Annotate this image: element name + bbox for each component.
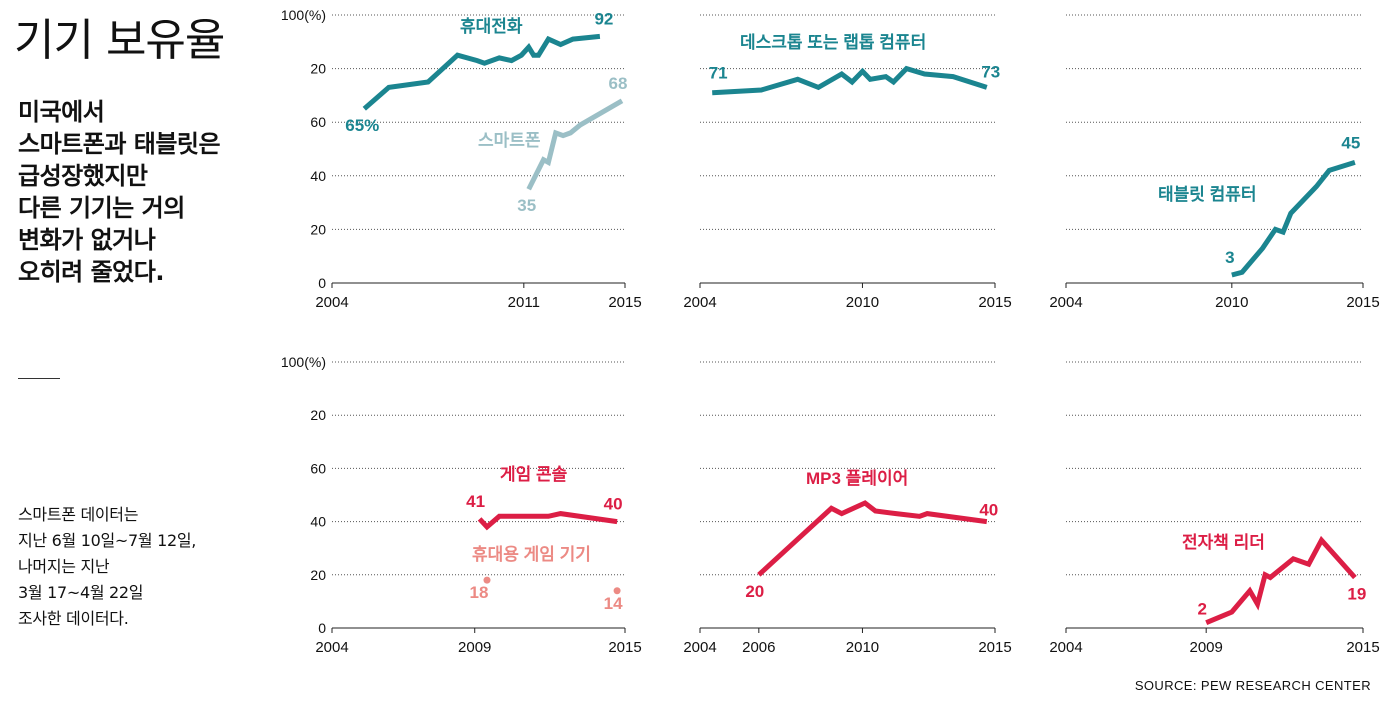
data-point	[613, 587, 621, 595]
start-value-label: 35	[517, 196, 536, 215]
start-value-label: 3	[1225, 248, 1234, 267]
x-tick-label: 2015	[608, 294, 641, 311]
x-tick-label: 2009	[458, 639, 491, 656]
y-tick-label: 20	[310, 221, 326, 237]
x-tick-label: 2010	[846, 294, 879, 311]
subtitle-line: 다른 기기는 거의	[18, 194, 185, 222]
y-tick-label: 20	[310, 567, 326, 583]
x-tick-label: 2015	[608, 639, 641, 656]
series-line	[1205, 535, 1357, 626]
x-tick-label: 2004	[683, 294, 716, 311]
series-line	[712, 65, 988, 96]
x-tick-label: 2015	[1346, 294, 1379, 311]
x-tick-label: 2004	[683, 639, 716, 656]
subtitle-line: 변화가 없거나	[18, 226, 156, 254]
x-tick-label: 2015	[978, 639, 1011, 656]
note-line: 나머지는 지난	[18, 557, 110, 576]
y-tick-label: 100(%)	[281, 7, 326, 23]
x-tick-label: 2015	[978, 294, 1011, 311]
end-value-label: 40	[604, 495, 623, 514]
end-value-label: 45	[1341, 133, 1360, 152]
subtitle-line: 스마트폰과 태블릿은	[18, 130, 221, 158]
series-name-label: 게임 콘솔	[500, 464, 568, 484]
x-tick-label: 2004	[315, 639, 348, 656]
subtitle-line: 오히려 줄었다.	[18, 258, 164, 286]
subtitle: 미국에서 스마트폰과 태블릿은 급성장했지만 다른 기기는 거의 변화가 없거나…	[18, 96, 221, 288]
note-line: 스마트폰 데이터는	[18, 505, 139, 524]
note-line: 조사한 데이터다.	[18, 609, 129, 628]
series-line	[362, 33, 601, 111]
y-tick-label: 60	[310, 460, 326, 476]
page-title: 기기 보유율	[14, 15, 225, 66]
divider	[18, 378, 60, 379]
data-point	[483, 576, 491, 584]
series-name-label: 휴대전화	[460, 16, 523, 36]
series-line	[477, 511, 618, 531]
series-name-label: 데스크톱 또는 랩톱 컴퓨터	[740, 32, 926, 52]
y-tick-label: 60	[310, 114, 326, 130]
source-credit: SOURCE: PEW RESEARCH CENTER	[1134, 678, 1371, 693]
start-value-label: 71	[709, 64, 728, 83]
start-value-label: 18	[470, 583, 489, 602]
end-value-label: 14	[604, 594, 623, 613]
note-line: 3월 17~4월 22일	[18, 583, 144, 602]
series-line	[757, 500, 988, 577]
y-tick-label: 0	[318, 275, 326, 291]
start-value-label: 20	[745, 582, 764, 601]
series-line	[526, 98, 624, 191]
y-tick-label: 100(%)	[281, 354, 326, 370]
start-value-label: 41	[466, 492, 485, 511]
subtitle-line: 미국에서	[18, 98, 105, 126]
end-value-label: 68	[609, 74, 628, 93]
y-tick-label: 20	[310, 407, 326, 423]
end-value-label: 40	[979, 501, 998, 520]
y-tick-label: 20	[310, 61, 326, 77]
end-value-label: 73	[981, 62, 1000, 81]
note-line: 지난 6월 10일~7월 12일,	[18, 531, 197, 550]
y-tick-label: 0	[318, 620, 326, 636]
x-tick-label: 2004	[1049, 639, 1082, 656]
x-tick-label: 2006	[742, 639, 775, 656]
series-name-label: 전자책 리더	[1182, 533, 1265, 552]
x-tick-label: 2015	[1346, 639, 1379, 656]
series-name-label: 휴대용 게임 기기	[472, 544, 591, 564]
end-value-label: 19	[1347, 584, 1366, 603]
series-name-label: MP3 플레이어	[806, 469, 908, 488]
x-tick-label: 2010	[1215, 294, 1248, 311]
series-line	[1231, 160, 1356, 278]
x-tick-label: 2004	[1049, 294, 1082, 311]
start-value-label: 2	[1197, 600, 1206, 619]
end-value-label: 92	[594, 9, 613, 28]
x-tick-label: 2009	[1189, 639, 1222, 656]
x-tick-label: 2011	[508, 294, 540, 311]
y-tick-label: 40	[310, 168, 326, 184]
y-tick-label: 40	[310, 514, 326, 530]
x-tick-label: 2004	[315, 294, 348, 311]
series-name-label: 스마트폰	[478, 131, 541, 150]
subtitle-line: 급성장했지만	[18, 162, 148, 190]
series-name-label: 태블릿 컴퓨터	[1158, 184, 1257, 204]
x-tick-label: 2010	[846, 639, 879, 656]
start-value-label: 65%	[345, 116, 379, 135]
data-note: 스마트폰 데이터는 지난 6월 10일~7월 12일, 나머지는 지난 3월 1…	[18, 502, 196, 632]
